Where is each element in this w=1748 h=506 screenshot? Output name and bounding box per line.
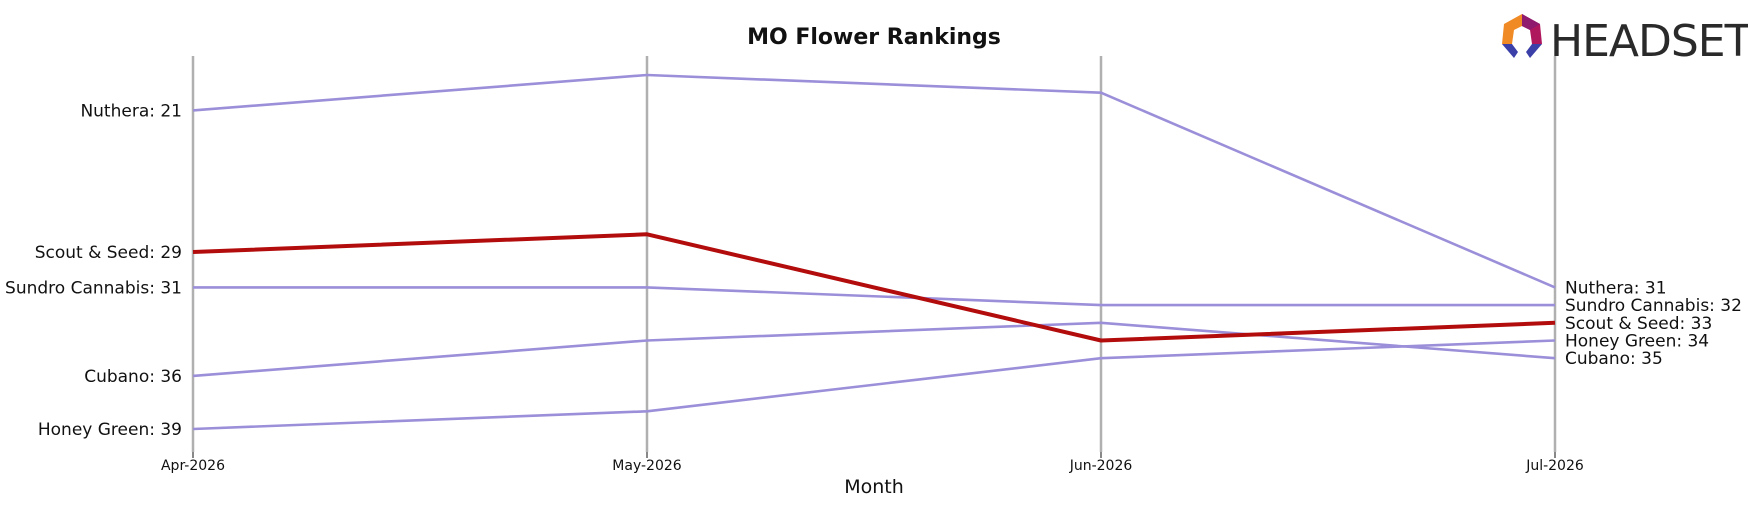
- right-label-honey-green: Honey Green: 34: [1565, 332, 1709, 352]
- series-line-cubano: [192, 321, 1556, 378]
- series-line-honey-green: [192, 339, 1556, 431]
- left-label-nuthera: Nuthera: 21: [80, 101, 182, 121]
- headset-logo: HEADSET: [1502, 14, 1748, 67]
- right-label-nuthera: Nuthera: 31: [1565, 278, 1667, 298]
- x-axis-label: Month: [844, 476, 904, 498]
- logo-wordmark: HEADSET: [1550, 16, 1748, 67]
- right-label-scout-and-seed: Scout & Seed: 33: [1565, 314, 1712, 334]
- x-tick-label-apr-2026: Apr-2026: [161, 458, 225, 474]
- left-label-cubano: Cubano: 36: [84, 367, 182, 387]
- series-lines: [192, 73, 1556, 431]
- x-tick-labels: Apr-2026 May-2026 Jun-2026 Jul-2026: [161, 458, 1584, 474]
- x-tick-label-may-2026: May-2026: [612, 458, 681, 474]
- series-line-nuthera: [192, 73, 1556, 289]
- month-gridlines: [191, 56, 1557, 458]
- chart-title: MO Flower Rankings: [747, 25, 1001, 50]
- series-line-sundro-cannabis: [193, 286, 1555, 307]
- x-tick-label-jul-2026: Jul-2026: [1525, 458, 1584, 474]
- left-end-labels: Nuthera: 21 Scout & Seed: 29 Sundro Cannab…: [5, 101, 182, 440]
- left-label-sundro-cannabis: Sundro Cannabis: 31: [5, 278, 182, 298]
- right-label-sundro-cannabis: Sundro Cannabis: 32: [1565, 296, 1742, 316]
- left-label-honey-green: Honey Green: 39: [38, 420, 182, 440]
- right-label-cubano: Cubano: 35: [1565, 349, 1663, 369]
- headset-hexagon-logo-icon: [1502, 14, 1542, 58]
- x-tick-label-jun-2026: Jun-2026: [1069, 458, 1133, 474]
- left-label-scout-and-seed: Scout & Seed: 29: [35, 243, 182, 263]
- series-line-scout-and-seed: [192, 232, 1556, 343]
